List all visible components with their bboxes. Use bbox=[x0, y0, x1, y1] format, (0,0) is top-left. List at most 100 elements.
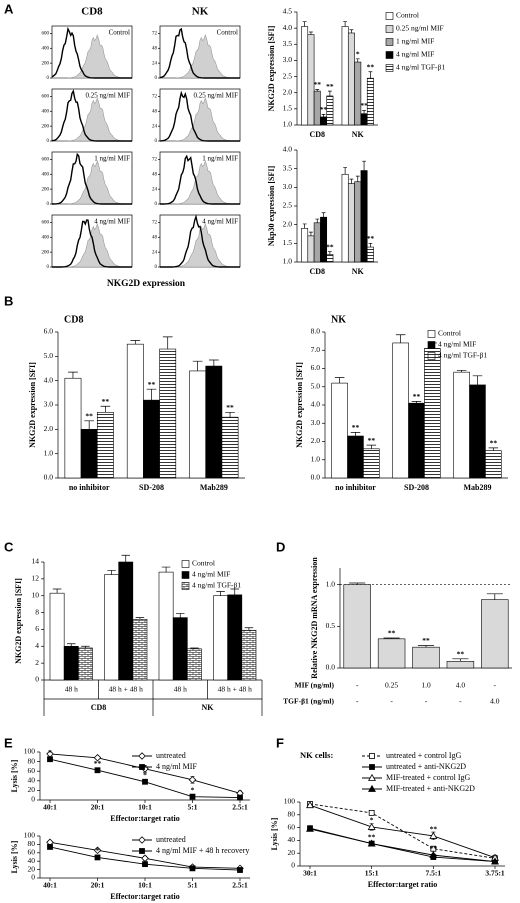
marker bbox=[142, 778, 148, 785]
marker bbox=[306, 824, 314, 832]
significance-label: ** bbox=[352, 423, 360, 432]
y-tick-label: 0.0 bbox=[326, 663, 336, 672]
marker bbox=[429, 851, 438, 859]
marker bbox=[94, 854, 101, 861]
legend-swatch bbox=[181, 560, 190, 568]
bar bbox=[424, 348, 441, 479]
error-bar bbox=[225, 411, 235, 418]
legend-label: 0.25 ng/ml MIF bbox=[396, 24, 444, 33]
bar bbox=[301, 26, 309, 126]
legend-label: MIF-treated + control IgG bbox=[386, 773, 470, 782]
x-tick-label: SD-208 bbox=[404, 483, 429, 492]
y-axis-label: Relative NKG2D mRNA expression bbox=[310, 557, 319, 679]
y-tick-label: 4.0 bbox=[44, 375, 54, 384]
significance-label: ** bbox=[430, 825, 438, 834]
x-tick-label: 10:1 bbox=[138, 803, 152, 812]
y-tick-label: 0 bbox=[291, 861, 295, 870]
bar bbox=[469, 384, 486, 479]
x-axis-label: Effector:target ratio bbox=[110, 814, 180, 823]
error-bar bbox=[343, 167, 348, 175]
y-tick-label: 200 bbox=[42, 187, 50, 192]
x-tick-label: NK bbox=[352, 130, 365, 139]
x-tick-label: 5:1 bbox=[188, 881, 198, 890]
stain-curve bbox=[160, 214, 240, 268]
y-tick-label: 72 bbox=[152, 95, 158, 100]
legend-label: 4 ng/ml MIF + 48 h recovery bbox=[156, 846, 249, 855]
legend-marker bbox=[368, 784, 376, 792]
x-axis-label: NKG2D expression bbox=[107, 279, 186, 289]
legend-label: 4 ng/ml TGF-β1 bbox=[438, 351, 487, 360]
legend-swatch bbox=[385, 38, 394, 46]
legend-swatch bbox=[385, 12, 394, 20]
error-bar bbox=[146, 388, 157, 401]
legend-marker bbox=[369, 753, 375, 759]
y-tick-label: 600 bbox=[42, 95, 50, 100]
bar bbox=[80, 429, 98, 479]
group-label: CD8 bbox=[91, 703, 107, 712]
significance-label: ** bbox=[430, 844, 438, 853]
legend-swatch bbox=[181, 582, 190, 590]
legend-label: Control bbox=[438, 329, 461, 338]
x-tick-label: 7.5:1 bbox=[426, 869, 442, 878]
y-tick-label: 3.5 bbox=[283, 39, 293, 48]
y-tick-label: 1.0 bbox=[326, 579, 336, 588]
error-bar bbox=[309, 231, 313, 236]
y-tick-label: 0.0 bbox=[311, 473, 321, 482]
y-tick-label: 400 bbox=[42, 172, 50, 177]
error-bar bbox=[472, 375, 483, 385]
legend-marker bbox=[139, 848, 145, 854]
legend-label: 4 ng/ml MIF bbox=[192, 570, 230, 579]
x-tick-label: 20:1 bbox=[91, 803, 105, 812]
marker bbox=[491, 857, 499, 865]
series-line bbox=[309, 828, 496, 862]
legend-label: 4 ng/ml TGF-β1 bbox=[396, 63, 445, 72]
panel-label: D bbox=[276, 539, 285, 554]
table-cell: - bbox=[425, 697, 428, 706]
y-tick-label: 2.0 bbox=[283, 219, 293, 228]
x-tick-label: 15:1 bbox=[365, 869, 379, 878]
error-bar bbox=[68, 371, 78, 379]
y-tick-label: 4.0 bbox=[283, 145, 293, 154]
y-tick-label: 7.0 bbox=[311, 345, 321, 354]
marker bbox=[367, 839, 376, 847]
table-cell: 0.25 bbox=[385, 681, 398, 690]
table-cell: - bbox=[494, 681, 497, 690]
error-bar bbox=[343, 21, 348, 27]
bar bbox=[366, 77, 374, 126]
y-tick-label: 0 bbox=[35, 675, 39, 684]
y-axis-label: NKG2D expression [SFI] bbox=[14, 578, 23, 664]
y-tick-label: 60 bbox=[28, 766, 36, 775]
table-cell: - bbox=[356, 697, 359, 706]
y-tick-label: 72 bbox=[152, 158, 158, 163]
bar bbox=[172, 617, 188, 681]
isotype-curve bbox=[160, 160, 240, 205]
y-tick-label: 12 bbox=[32, 574, 40, 583]
significance-label: ** bbox=[368, 436, 376, 445]
y-tick-label: 10 bbox=[32, 590, 40, 599]
bar bbox=[78, 647, 93, 681]
error-bar bbox=[349, 178, 354, 184]
significance-label: ** bbox=[490, 439, 498, 448]
bar bbox=[360, 113, 368, 126]
table-cell: 1.0 bbox=[421, 681, 431, 690]
series-line bbox=[309, 803, 496, 859]
x-tick-label: 48 h + 48 h bbox=[218, 685, 252, 694]
error-bar bbox=[135, 617, 145, 620]
marker bbox=[94, 767, 101, 774]
significance-label: * bbox=[96, 846, 100, 855]
error-bar bbox=[334, 377, 345, 384]
bar bbox=[326, 95, 334, 126]
y-tick-label: 100 bbox=[284, 797, 296, 806]
bar bbox=[408, 402, 425, 479]
stain-curve bbox=[160, 154, 240, 205]
stain-curve bbox=[51, 26, 132, 79]
row-label: 0.25 ng/ml MIF bbox=[85, 92, 130, 100]
chart-title: NK bbox=[331, 314, 346, 325]
error-bar bbox=[162, 336, 173, 350]
significance-label: ** bbox=[367, 234, 375, 243]
row-label: 4 ng/ml MIF bbox=[94, 218, 130, 226]
marker bbox=[93, 846, 102, 855]
y-tick-label: 200 bbox=[42, 250, 50, 255]
error-bar bbox=[100, 405, 111, 413]
